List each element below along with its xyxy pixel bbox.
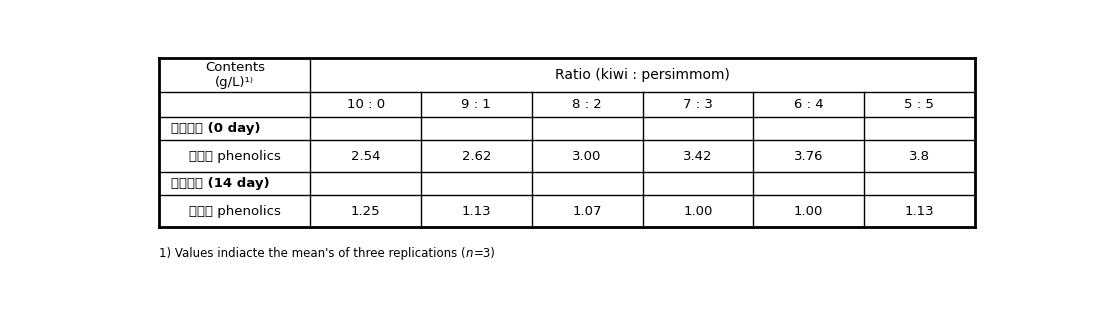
Text: Contents
(g/L)¹⁾: Contents (g/L)¹⁾	[205, 61, 265, 89]
Text: 5 : 5: 5 : 5	[904, 98, 934, 111]
Text: 수용성 phenolics: 수용성 phenolics	[189, 205, 280, 218]
Text: 발효종기 (14 day): 발효종기 (14 day)	[170, 177, 269, 190]
Text: 3.42: 3.42	[683, 150, 713, 163]
Text: =3): =3)	[474, 247, 496, 260]
Text: 2.62: 2.62	[461, 150, 491, 163]
Text: 2.54: 2.54	[351, 150, 381, 163]
Text: 1) Values indiacte the mean's of three replications (: 1) Values indiacte the mean's of three r…	[159, 247, 466, 260]
Text: 1.13: 1.13	[461, 205, 491, 218]
Text: 1.00: 1.00	[794, 205, 824, 218]
Text: 1.13: 1.13	[904, 205, 934, 218]
Text: 수용성 phenolics: 수용성 phenolics	[189, 150, 280, 163]
Text: 1.00: 1.00	[683, 205, 712, 218]
Text: 발효초기 (0 day): 발효초기 (0 day)	[170, 122, 261, 135]
Text: 1.25: 1.25	[351, 205, 381, 218]
Text: 6 : 4: 6 : 4	[794, 98, 824, 111]
Text: 10 : 0: 10 : 0	[347, 98, 384, 111]
Text: 3.8: 3.8	[909, 150, 930, 163]
Text: 3.00: 3.00	[573, 150, 602, 163]
Text: 9 : 1: 9 : 1	[461, 98, 491, 111]
Text: Ratio (kiwi : persimmom): Ratio (kiwi : persimmom)	[555, 68, 730, 82]
Text: n: n	[466, 247, 474, 260]
Text: 3.76: 3.76	[794, 150, 824, 163]
Text: 1.07: 1.07	[572, 205, 602, 218]
Text: 7 : 3: 7 : 3	[683, 98, 713, 111]
Text: 8 : 2: 8 : 2	[572, 98, 602, 111]
